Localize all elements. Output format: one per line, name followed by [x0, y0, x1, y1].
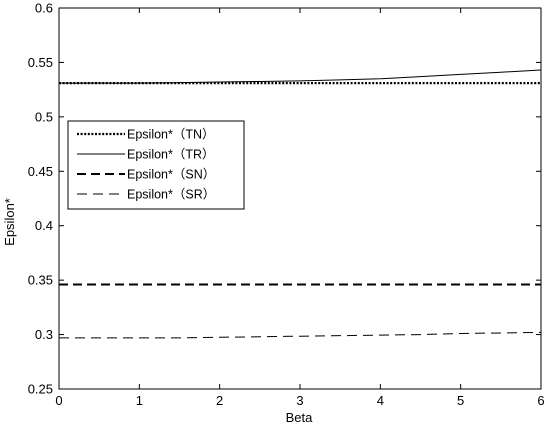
y-tick-label: 0.45 [28, 164, 53, 179]
y-tick-label: 0.25 [28, 382, 53, 397]
axes-layer: 0 1 2 3 4 5 6 0.25 0.3 0.35 0.4 0.45 0.5 0.55 0.6 [28, 1, 545, 409]
y-tick-label: 0.3 [35, 327, 53, 342]
series-layer [59, 69, 542, 339]
y-tick-label: 0.35 [28, 273, 53, 288]
x-tick-label: 5 [457, 393, 464, 408]
y-tick-label: 0.6 [35, 1, 53, 16]
legend-label-1: Epsilon*（TN） [127, 128, 215, 142]
x-tick-label: 0 [55, 393, 62, 408]
legend-label-3: Epsilon*（SN） [127, 168, 215, 182]
legend-label-4: Epsilon*（SR） [127, 188, 215, 202]
legend-label-2: Epsilon*（TR） [127, 148, 215, 162]
x-tick-label: 2 [216, 393, 223, 408]
legend: Epsilon*（TN） Epsilon*（TR） Epsilon*（SN） Epsi… [67, 120, 245, 210]
x-tick-label: 6 [537, 393, 544, 408]
y-tick-label: 0.4 [35, 218, 53, 233]
y-tick-label: 0.5 [35, 109, 53, 124]
x-tick-label: 3 [296, 393, 303, 408]
y-tick-label: 0.55 [28, 55, 53, 70]
x-axis-label: Beta [286, 410, 314, 425]
series-line-4 [59, 331, 542, 339]
series-line-2 [59, 69, 542, 84]
x-tick-label: 4 [377, 393, 384, 408]
x-tick-label: 1 [136, 393, 143, 408]
y-axis-label: Epsilon* [2, 198, 17, 246]
